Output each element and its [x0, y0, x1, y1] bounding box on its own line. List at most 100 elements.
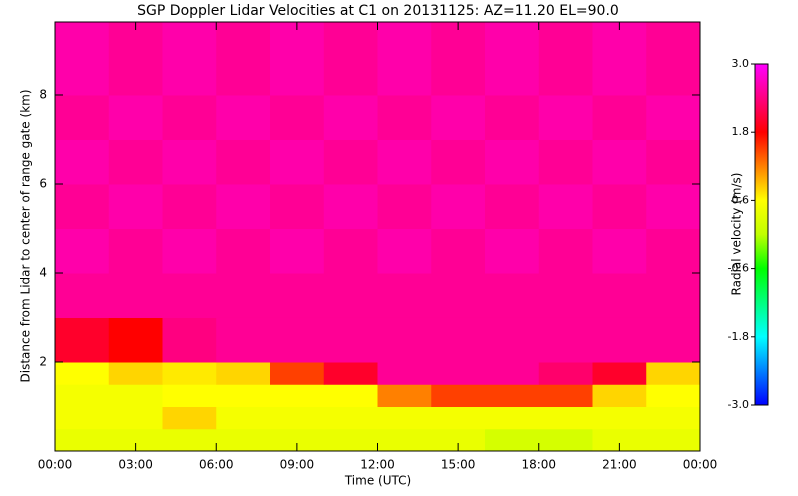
heatmap-cell — [323, 183, 378, 229]
heatmap-cell — [485, 228, 540, 274]
heatmap-cell — [377, 384, 432, 407]
heatmap-cell — [108, 361, 163, 385]
heatmap-cell — [162, 139, 217, 185]
heatmap-cell — [431, 406, 486, 430]
heatmap-cell — [323, 317, 378, 363]
heatmap-cell — [108, 428, 163, 452]
heatmap-cell — [108, 272, 163, 318]
heatmap-cell — [55, 94, 110, 140]
heatmap-cell — [592, 272, 647, 318]
colorbar-tick-label: 1.8 — [732, 125, 750, 138]
heatmap-cell — [646, 406, 701, 430]
heatmap-cell — [270, 361, 325, 385]
heatmap-cell — [108, 317, 163, 363]
heatmap-cell — [538, 272, 593, 318]
heatmap-cell — [538, 228, 593, 274]
heatmap-cell — [377, 406, 432, 430]
heatmap-cell — [431, 94, 486, 140]
heatmap-cell — [216, 139, 271, 185]
heatmap-cell — [108, 94, 163, 140]
heatmap-cell — [162, 428, 217, 452]
heatmap-cell — [323, 228, 378, 274]
heatmap-cell — [592, 406, 647, 430]
heatmap-cell — [216, 94, 271, 140]
heatmap-cell — [162, 384, 217, 407]
heatmap-cell — [216, 361, 271, 385]
heatmap-cell — [55, 384, 110, 407]
x-axis-label: Time (UTC) — [344, 474, 411, 488]
heatmap-cell — [216, 317, 271, 363]
x-tick-label: 18:00 — [521, 458, 556, 472]
heatmap-cell — [108, 406, 163, 430]
heatmap-cell — [646, 317, 701, 363]
colorbar — [754, 63, 769, 406]
heatmap-cell — [646, 384, 701, 407]
colorbar-tick-label: 3.0 — [732, 57, 750, 70]
heatmap-cell — [108, 22, 163, 96]
colorbar-tick-label: -0.6 — [728, 262, 749, 275]
heatmap-cell — [55, 139, 110, 185]
heatmap-cell — [592, 139, 647, 185]
heatmap-cell — [323, 384, 378, 407]
heatmap-cell — [216, 272, 271, 318]
heatmap-cell — [162, 183, 217, 229]
heatmap-cell — [108, 139, 163, 185]
heatmap-cell — [270, 406, 325, 430]
heatmap-cell — [592, 384, 647, 407]
heatmap-cell — [592, 183, 647, 229]
heatmap-cell — [216, 384, 271, 407]
heatmap-cell — [323, 428, 378, 452]
heatmap-cell — [270, 22, 325, 96]
heatmap-cell — [431, 272, 486, 318]
x-tick-label: 21:00 — [602, 458, 637, 472]
heatmap-cell — [431, 428, 486, 452]
heatmap-cell — [377, 361, 432, 385]
heatmap-cell — [592, 94, 647, 140]
heatmap-cell — [270, 272, 325, 318]
heatmap-cell — [162, 272, 217, 318]
colorbar-tick-label: -3.0 — [728, 398, 749, 411]
colorbar-tick-label: -1.8 — [728, 330, 749, 343]
heatmap-cell — [216, 183, 271, 229]
heatmap-cell — [216, 428, 271, 452]
heatmap-cell — [538, 139, 593, 185]
heatmap-cell — [162, 22, 217, 96]
heatmap-cell — [646, 94, 701, 140]
heatmap-cell — [646, 228, 701, 274]
heatmap-cell — [646, 183, 701, 229]
heatmap-cell — [538, 183, 593, 229]
heatmap-cell — [270, 428, 325, 452]
heatmap-cell — [485, 272, 540, 318]
heatmap-cell — [216, 228, 271, 274]
heatmap-cell — [485, 406, 540, 430]
heatmap-cell — [377, 228, 432, 274]
heatmap-cell — [431, 384, 486, 407]
heatmap-cell — [538, 22, 593, 96]
heatmap-cell — [646, 139, 701, 185]
heatmap-cell — [270, 228, 325, 274]
heatmap-cell — [162, 406, 217, 430]
heatmap-cell — [646, 22, 701, 96]
heatmap-cell — [485, 139, 540, 185]
heatmap-cell — [162, 94, 217, 140]
x-tick-label: 03:00 — [118, 458, 153, 472]
y-axis-label: Distance from Lidar to center of range g… — [19, 89, 33, 382]
heatmap-cell — [162, 317, 217, 363]
y-tick-label: 6 — [39, 176, 47, 190]
heatmap-cell — [270, 139, 325, 185]
x-tick-label: 00:00 — [683, 458, 718, 472]
heatmap-cell — [55, 183, 110, 229]
heatmap-cell — [431, 317, 486, 363]
heatmap-cell — [377, 317, 432, 363]
heatmap-cell — [592, 428, 647, 452]
heatmap-cell — [323, 22, 378, 96]
y-tick-label: 2 — [39, 354, 47, 368]
heatmap-cell — [538, 384, 593, 407]
heatmap-cell — [323, 272, 378, 318]
heatmap-cell — [162, 228, 217, 274]
colorbar-label: Radial velocity (m/s) — [730, 173, 744, 296]
heatmap-cell — [108, 384, 163, 407]
heatmap-cell — [485, 384, 540, 407]
heatmap-cell — [55, 228, 110, 274]
